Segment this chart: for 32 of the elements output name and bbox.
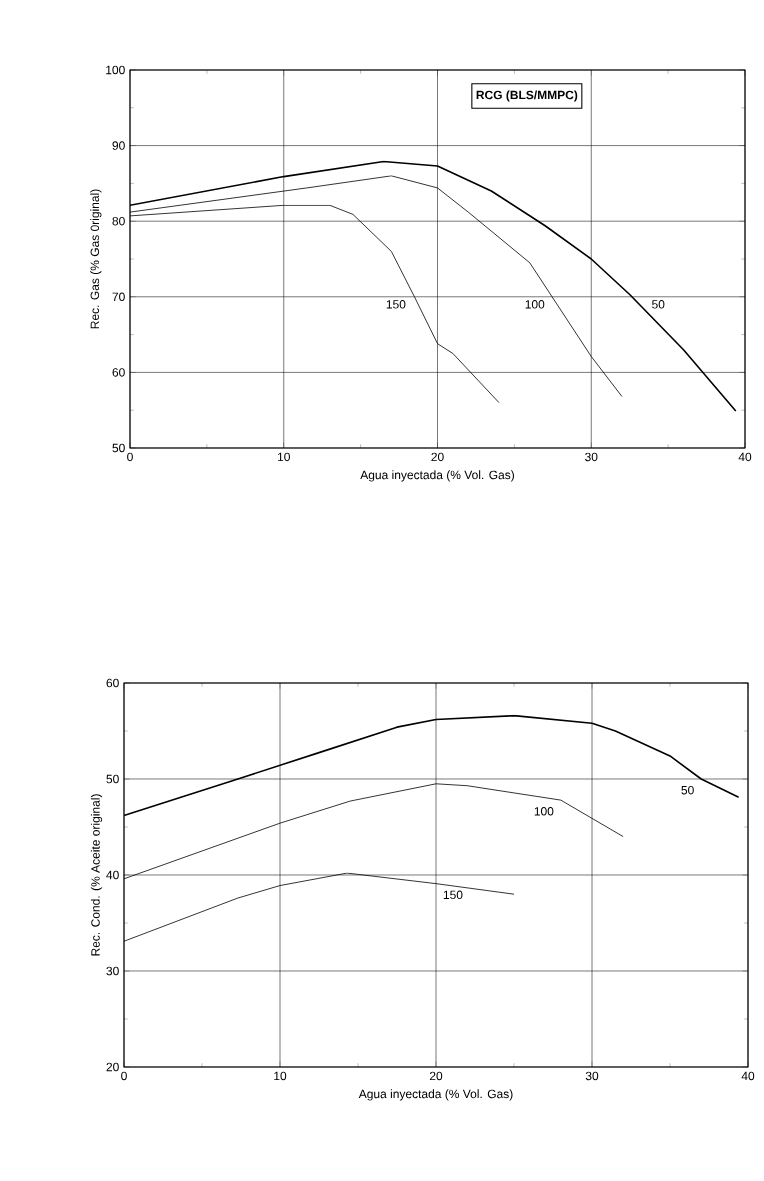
- x-axis-title: Agua inyectada (% Vol. Gas): [358, 1089, 513, 1101]
- y-tick-label: 20: [106, 1062, 119, 1072]
- series-label: 150: [386, 300, 406, 309]
- series-label: 50: [652, 300, 665, 309]
- series-label: 100: [525, 300, 545, 309]
- x-tick-label: 40: [741, 1071, 755, 1081]
- x-tick-label: 40: [738, 452, 752, 462]
- x-tick-label: 10: [274, 1071, 287, 1081]
- x-axis-title: Agua inyectada (% Vol. Gas): [360, 470, 515, 482]
- x-tick-label: 0: [127, 452, 133, 462]
- x-tick-label: 20: [429, 1071, 443, 1081]
- series-label: 150: [443, 890, 463, 900]
- x-tick-label: 30: [585, 452, 598, 462]
- x-tick-label: 10: [278, 452, 290, 462]
- y-tick-label: 50: [112, 443, 125, 453]
- legend-title: RCG (BLS/MMPC): [476, 90, 578, 102]
- y-tick-label: 40: [106, 870, 119, 880]
- y-tick-label: 90: [112, 141, 125, 150]
- y-axis-title: Rec. Gas (% Gas 0riginal): [90, 189, 102, 329]
- y-axis-title: Rec. Cond. (% Aceite original): [90, 794, 103, 956]
- series-label: 50: [681, 785, 694, 795]
- x-tick-label: 30: [585, 1071, 599, 1081]
- y-tick-label: 70: [112, 292, 125, 302]
- y-tick-label: 80: [112, 216, 125, 226]
- x-tick-label: 0: [121, 1071, 127, 1081]
- y-tick-label: 100: [106, 65, 125, 75]
- series-label: 100: [534, 807, 554, 816]
- y-tick-label: 60: [112, 368, 125, 377]
- y-tick-label: 30: [106, 966, 119, 976]
- y-tick-label: 60: [106, 678, 119, 688]
- x-tick-label: 20: [431, 452, 444, 462]
- y-tick-label: 50: [106, 774, 119, 784]
